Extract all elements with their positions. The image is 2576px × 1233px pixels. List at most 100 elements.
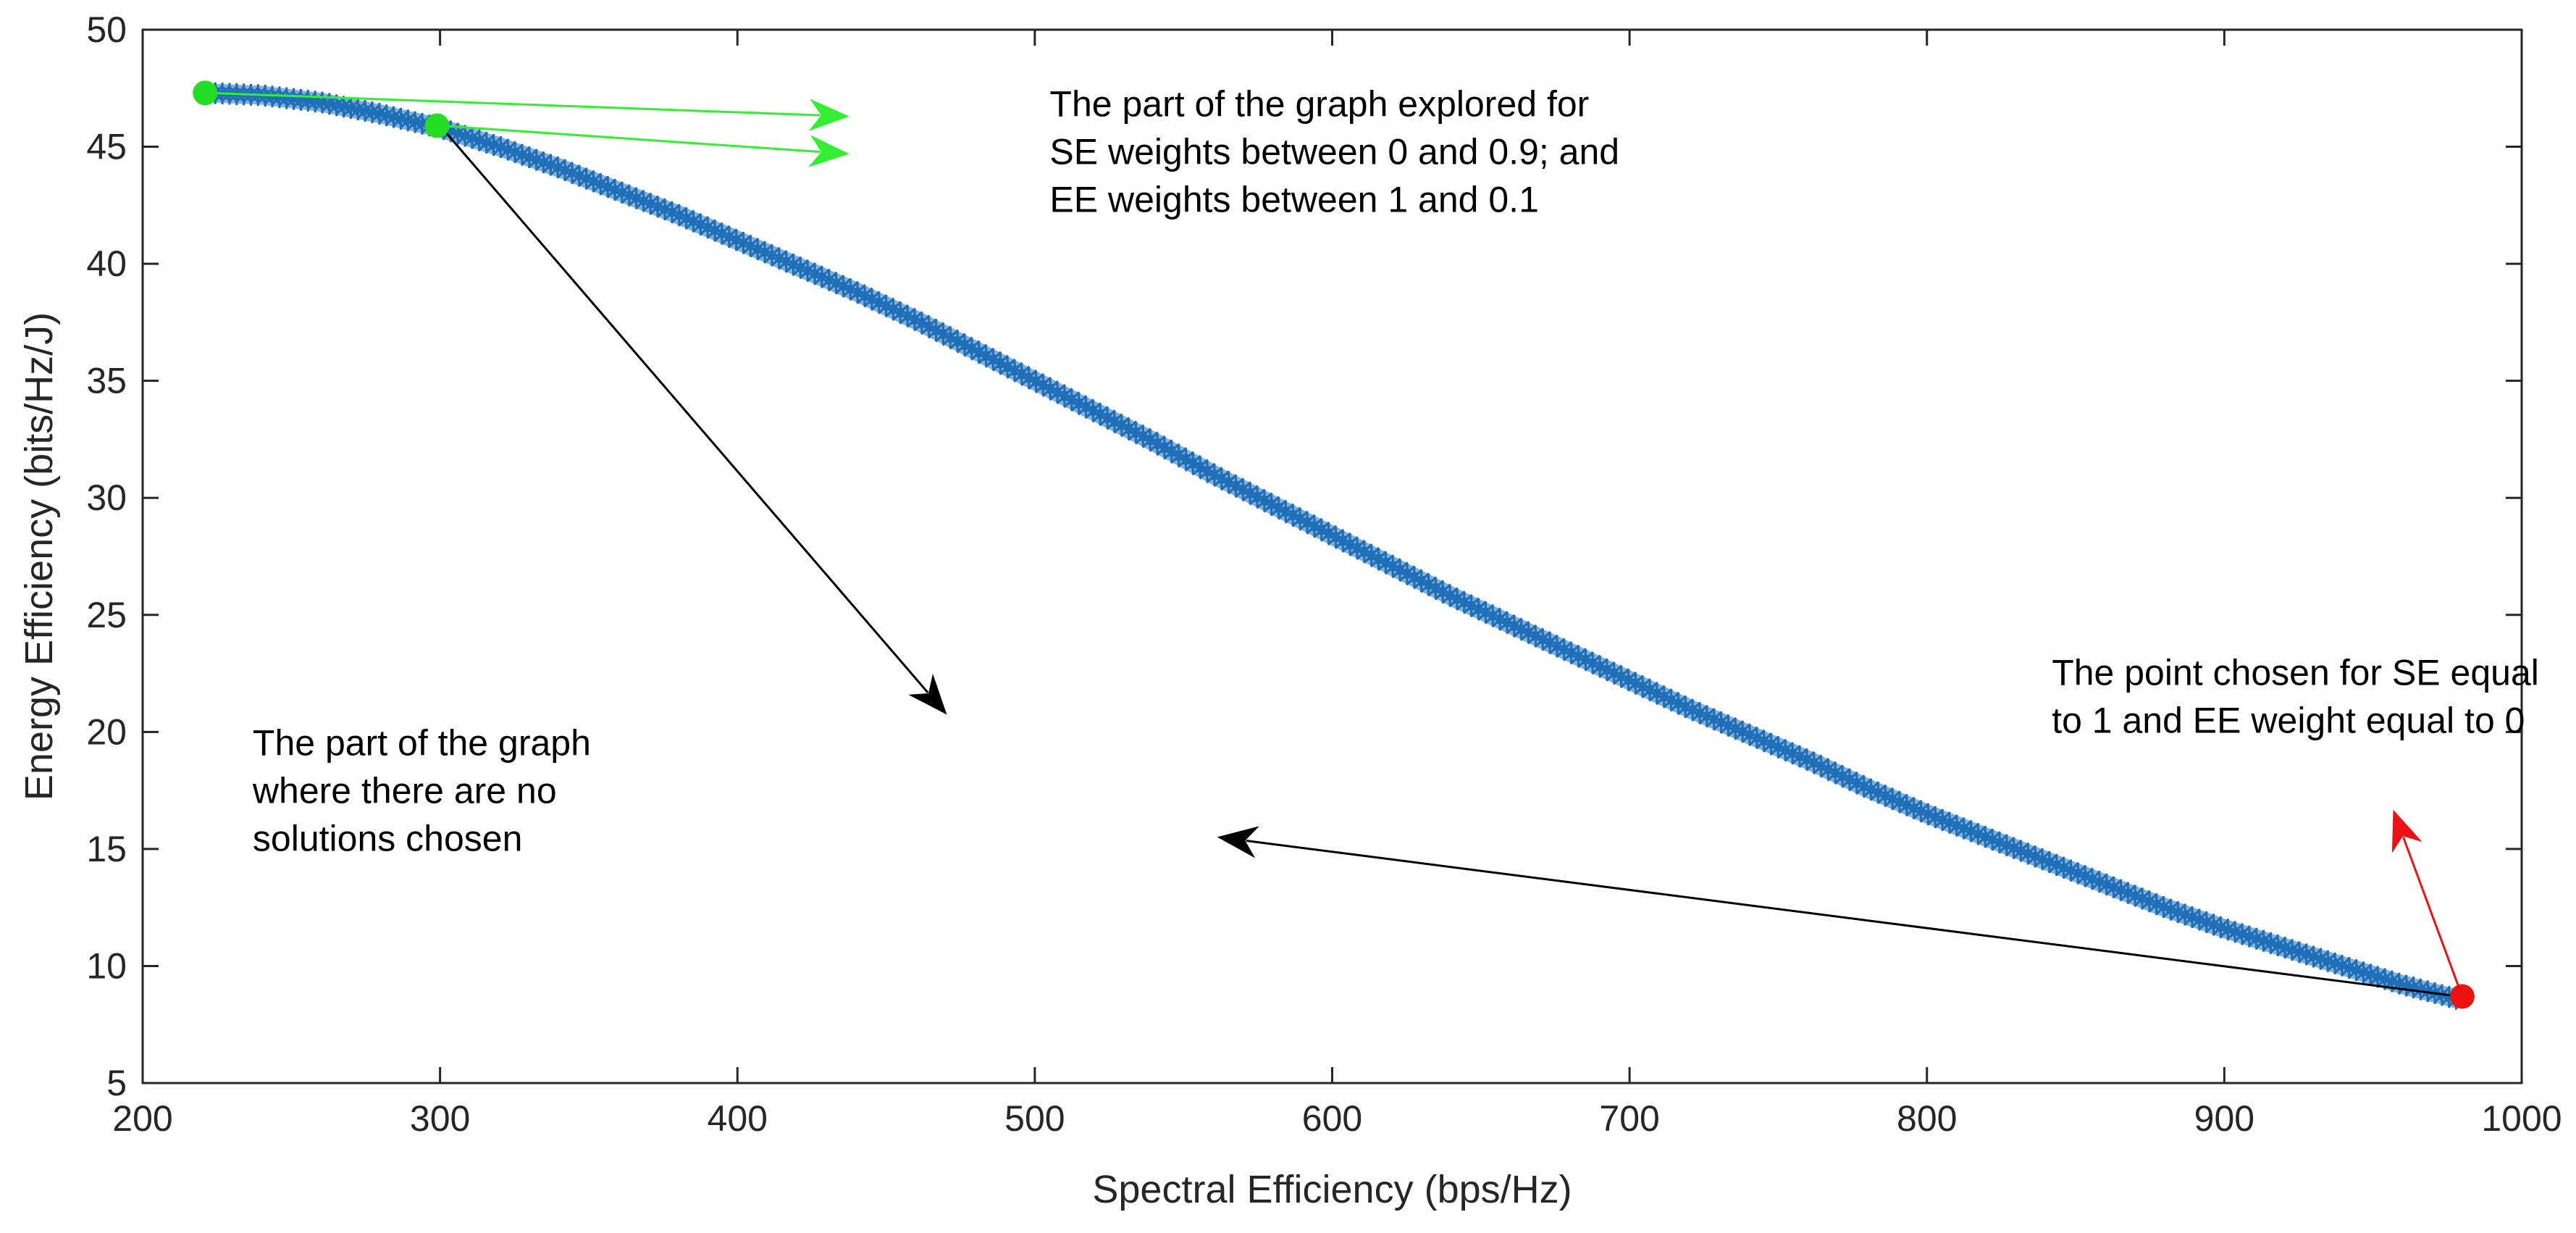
data-point-marker bbox=[1210, 467, 1233, 490]
data-point-marker bbox=[804, 263, 826, 285]
y-tick-label: 5 bbox=[106, 1063, 127, 1103]
data-point-marker bbox=[625, 187, 647, 209]
data-point-marker bbox=[2330, 954, 2353, 977]
data-point-marker bbox=[654, 198, 676, 221]
data-point-marker bbox=[554, 159, 576, 181]
y-tick-label: 10 bbox=[86, 945, 127, 986]
data-point-marker bbox=[611, 181, 633, 204]
data-point-marker bbox=[1360, 544, 1383, 567]
data-point-marker bbox=[2188, 908, 2210, 931]
data-point-marker bbox=[1617, 669, 1640, 691]
data-point-marker bbox=[932, 322, 955, 345]
data-point-marker bbox=[810, 266, 833, 288]
data-point-marker bbox=[1317, 522, 1340, 545]
data-point-marker bbox=[2110, 879, 2132, 901]
data-point-marker bbox=[1260, 493, 1283, 516]
data-point-marker bbox=[511, 143, 533, 166]
data-point-marker bbox=[561, 162, 583, 184]
explored-part-annotation: The part of the graph explored for SE wei… bbox=[1049, 84, 1619, 220]
data-point-marker bbox=[953, 334, 976, 356]
data-point-marker bbox=[768, 247, 790, 269]
data-point-marker bbox=[325, 94, 348, 117]
data-point-marker bbox=[760, 244, 783, 267]
data-point-marker bbox=[2131, 887, 2154, 910]
data-point-marker bbox=[1489, 608, 1511, 630]
data-point-marker bbox=[1860, 779, 1882, 801]
data-point-marker bbox=[1931, 808, 1954, 831]
y-tick-label: 40 bbox=[86, 243, 127, 284]
data-point-marker bbox=[1967, 823, 1989, 845]
data-point-marker bbox=[889, 301, 912, 324]
data-point-marker bbox=[547, 156, 569, 179]
data-point-marker bbox=[1060, 388, 1083, 411]
red-arrow bbox=[2391, 809, 2464, 997]
data-point-marker bbox=[2052, 856, 2075, 879]
data-point-marker bbox=[960, 338, 983, 360]
x-tick-label: 1000 bbox=[2481, 1098, 2562, 1139]
data-point-marker bbox=[1410, 569, 1432, 592]
data-point-marker bbox=[2031, 848, 2054, 871]
data-point-marker bbox=[1824, 761, 1847, 784]
data-point-marker bbox=[1139, 429, 1162, 451]
data-point-marker bbox=[1881, 787, 1904, 810]
data-point-marker bbox=[1067, 392, 1090, 414]
data-point-marker bbox=[847, 281, 869, 304]
data-point-marker bbox=[604, 179, 626, 201]
data-point-marker bbox=[2217, 919, 2239, 941]
data-point-marker bbox=[2124, 885, 2147, 907]
data-point-marker bbox=[1439, 585, 1461, 607]
data-point-marker bbox=[1682, 699, 1704, 722]
data-point-marker bbox=[2067, 862, 2089, 885]
data-point-marker bbox=[1003, 359, 1025, 382]
data-point-marker bbox=[1110, 414, 1133, 436]
data-point-marker bbox=[1153, 436, 1175, 459]
data-point-marker bbox=[2288, 941, 2310, 964]
y-tick-label: 15 bbox=[86, 829, 127, 869]
data-point-marker bbox=[2402, 977, 2425, 999]
data-point-marker bbox=[482, 133, 505, 156]
data-point-marker bbox=[1803, 751, 1825, 774]
data-point-marker bbox=[1660, 689, 1682, 711]
data-point-marker bbox=[1460, 595, 1482, 617]
data-point-marker bbox=[2252, 929, 2275, 952]
data-point-marker bbox=[525, 149, 547, 171]
data-point-marker bbox=[1910, 800, 1932, 822]
data-point-marker bbox=[2095, 874, 2118, 895]
data-point-marker bbox=[2088, 871, 2110, 893]
data-point-marker bbox=[2060, 859, 2082, 882]
data-point-marker bbox=[668, 204, 690, 226]
data-point-marker bbox=[1988, 831, 2010, 853]
data-point-marker bbox=[590, 173, 612, 196]
data-point-marker bbox=[1010, 363, 1033, 385]
data-point-marker bbox=[1289, 508, 1312, 530]
data-point-marker bbox=[1332, 530, 1354, 552]
data-point-marker bbox=[375, 104, 398, 127]
x-tick-label: 900 bbox=[2194, 1098, 2254, 1139]
data-point-marker bbox=[2295, 943, 2317, 966]
data-point-marker bbox=[440, 120, 462, 143]
data-point-marker bbox=[1845, 772, 1868, 794]
data-point-marker bbox=[461, 127, 483, 149]
data-point-marker bbox=[1075, 396, 1097, 418]
data-point-marker bbox=[1695, 705, 1718, 727]
data-point-marker bbox=[2181, 906, 2204, 929]
no-solutions-part-line: solutions chosen bbox=[253, 819, 522, 859]
data-point-marker bbox=[903, 308, 926, 330]
data-point-marker bbox=[1253, 490, 1275, 512]
data-point-marker bbox=[968, 341, 990, 364]
data-point-marker bbox=[454, 125, 477, 147]
data-point-marker bbox=[1624, 672, 1647, 695]
data-point-marker bbox=[854, 285, 876, 307]
data-point-marker bbox=[1517, 622, 1540, 644]
data-point-marker bbox=[897, 305, 919, 327]
data-point-marker bbox=[1938, 811, 1960, 834]
data-point-marker bbox=[1232, 478, 1254, 501]
data-point-marker bbox=[1838, 769, 1860, 791]
data-point-marker bbox=[468, 129, 490, 151]
chosen-point-line: to 1 and EE weight equal to 0 bbox=[2052, 701, 2525, 741]
data-point-marker bbox=[1160, 440, 1183, 463]
no-solutions-part-line: The part of the graph bbox=[253, 723, 591, 764]
data-point-marker bbox=[1902, 797, 1925, 819]
data-point-marker bbox=[1203, 464, 1225, 486]
